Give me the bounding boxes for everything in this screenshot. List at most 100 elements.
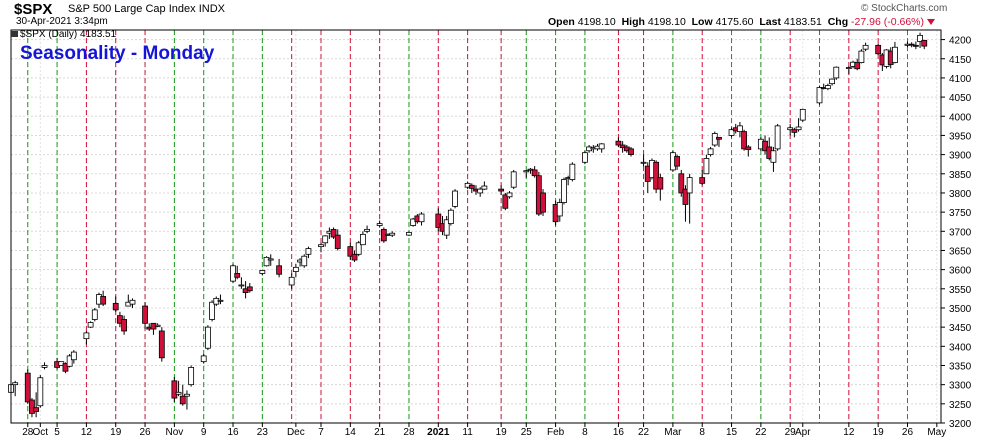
candle-down (615, 140, 622, 146)
candle-up (238, 284, 245, 287)
candle-up (301, 255, 308, 267)
candle-down (468, 184, 475, 189)
candle-down (619, 144, 626, 149)
x-tick-label: 8 (699, 427, 705, 438)
x-tick-label: Oct (33, 427, 49, 438)
x-tick-label: 12 (81, 427, 93, 438)
candle-up (686, 177, 693, 194)
chart-header: $SPX S&P 500 Large Cap Index INDX 30-Apr… (0, 0, 990, 30)
y-tick-label: 3650 (949, 246, 972, 257)
y-tick-label: 3850 (949, 170, 972, 181)
x-tick-label: 5 (54, 427, 60, 438)
candle-up (829, 78, 835, 85)
x-tick-label: 28 (403, 427, 415, 438)
open-label: Open (548, 16, 575, 28)
candle-down (276, 265, 283, 275)
candle-up (477, 188, 484, 194)
y-tick-label: 3450 (949, 323, 972, 334)
x-tick-label: Dec (287, 427, 305, 438)
plot-frame (10, 29, 942, 424)
chart-title: Seasonality - Monday (20, 43, 215, 64)
candle-up (582, 152, 588, 163)
quote-datetime: 30-Apr-2021 3:34pm (16, 16, 108, 27)
candle-up (506, 192, 513, 198)
candle-down (653, 161, 660, 190)
y-tick-label: 4100 (949, 74, 972, 85)
candle-up (204, 326, 211, 349)
candle-up (418, 213, 425, 223)
candle-down (29, 399, 35, 414)
chart-grid (11, 30, 941, 424)
candle-up (824, 85, 831, 90)
ticker-symbol: $SPX (14, 1, 53, 18)
brand-watermark: © StockCharts.com (861, 3, 948, 14)
candle-up (12, 382, 19, 386)
candle-down (678, 173, 685, 194)
candle-up (917, 34, 923, 42)
candle-up (858, 50, 865, 63)
x-tick-label: 12 (843, 427, 855, 438)
candle-down (171, 380, 178, 399)
y-tick-label: 3750 (949, 208, 972, 219)
candle-down (540, 192, 546, 213)
candle-down (716, 136, 722, 140)
candle-up (66, 355, 73, 367)
candle-up (795, 126, 802, 131)
candle-up (787, 127, 794, 131)
y-tick-label: 3700 (949, 227, 972, 238)
candle-down (762, 140, 768, 152)
candle-down (854, 62, 861, 70)
ticker-description: S&P 500 Large Cap Index INDX (68, 3, 225, 15)
candle-up (83, 332, 90, 340)
candle-up (305, 248, 312, 255)
x-tick-label: 7 (318, 427, 324, 438)
high-value: 4198.10 (647, 16, 686, 28)
x-tick-label: 2021 (427, 427, 450, 438)
candle-up (209, 301, 215, 320)
candle-up (188, 367, 195, 386)
candle-up (833, 66, 840, 79)
candle-up (364, 228, 370, 232)
candle-up (770, 150, 777, 163)
candle-up (292, 266, 299, 272)
candle-down (33, 407, 40, 412)
x-tick-label: 19 (496, 427, 508, 438)
candle-up (175, 391, 182, 395)
candle-up (263, 256, 270, 267)
candle-up (523, 170, 530, 173)
x-tick-label: 22 (638, 427, 650, 438)
x-tick-label: 26 (902, 427, 914, 438)
candle-down (179, 395, 186, 405)
candle-up (37, 377, 44, 407)
x-tick-label: 9 (201, 427, 207, 438)
chart-legend: $SPX (Daily) 4183.51 (20, 29, 117, 40)
y-axis: 3200 3250 3300 3350 3400 3450 3500 3550 3600 3650… (941, 36, 972, 430)
candle-up (376, 223, 383, 226)
y-tick-label: 3250 (949, 400, 972, 411)
x-tick-label: 29 (785, 427, 797, 438)
candle-up (70, 351, 77, 361)
candle-down (699, 177, 706, 184)
candle-down (246, 286, 253, 292)
x-tick-label: 14 (345, 427, 357, 438)
candle-up (322, 235, 329, 244)
x-tick-label: 16 (613, 427, 625, 438)
x-tick-label: May (927, 427, 946, 438)
x-tick-label: 15 (726, 427, 738, 438)
x-tick-label: 8 (582, 427, 588, 438)
candlestick-series (8, 32, 928, 418)
y-tick-label: 4050 (949, 93, 972, 104)
last-value: 4183.51 (783, 16, 822, 28)
candle-down (435, 213, 442, 228)
candle-up (561, 179, 567, 203)
candle-down (657, 177, 664, 190)
y-tick-label: 3500 (949, 304, 972, 315)
candle-up (91, 309, 98, 320)
y-tick-label: 4000 (949, 112, 972, 123)
candle-down (745, 146, 752, 151)
x-tick-label: Nov (165, 427, 183, 438)
candle-up (737, 125, 743, 133)
candle-up (845, 67, 852, 69)
candle-up (410, 218, 417, 226)
